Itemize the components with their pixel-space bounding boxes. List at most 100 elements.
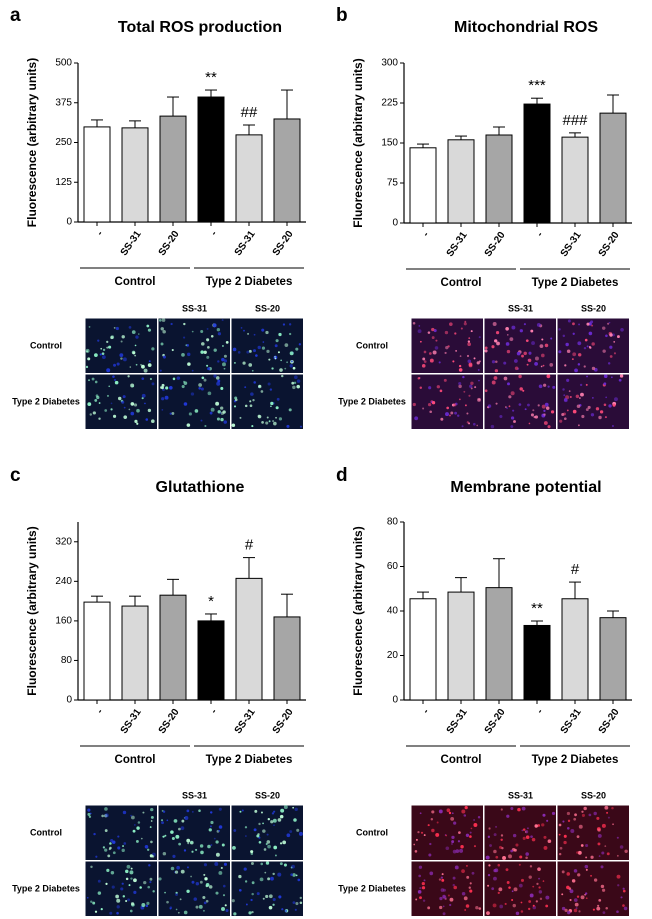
cell-dot bbox=[505, 342, 510, 346]
cell-dot bbox=[519, 387, 523, 391]
cell-dot bbox=[97, 891, 102, 895]
cell-dot bbox=[619, 845, 624, 849]
cell-dot bbox=[198, 387, 201, 390]
cell-dot bbox=[524, 831, 527, 833]
y-tick-label: 80 bbox=[387, 517, 399, 528]
cell-dot bbox=[132, 351, 136, 355]
cell-dot bbox=[611, 333, 615, 337]
cell-dot bbox=[149, 881, 152, 884]
cell-dot bbox=[468, 394, 471, 397]
cell-dot bbox=[597, 828, 601, 832]
cell-dot bbox=[199, 880, 203, 884]
cell-dot bbox=[291, 381, 295, 385]
cell-dot bbox=[510, 391, 515, 396]
cell-dot bbox=[132, 829, 136, 833]
cell-dot bbox=[539, 344, 544, 348]
cell-dot bbox=[588, 331, 593, 336]
cell-dot bbox=[266, 349, 270, 353]
cell-dot bbox=[162, 355, 167, 359]
cell-dot bbox=[543, 845, 548, 850]
cell-dot bbox=[459, 848, 464, 853]
cell-dot bbox=[222, 894, 226, 897]
cell-dot bbox=[135, 335, 139, 339]
cell-dot bbox=[266, 416, 269, 419]
cell-dot bbox=[600, 884, 605, 889]
cell-dot bbox=[148, 360, 151, 363]
cell-dot bbox=[274, 355, 277, 358]
cell-dot bbox=[169, 906, 173, 910]
cell-dot bbox=[115, 326, 119, 331]
cell-dot bbox=[87, 812, 91, 816]
cell-dot bbox=[295, 901, 299, 906]
cell-dot bbox=[544, 343, 549, 348]
cell-dot bbox=[224, 904, 227, 907]
cell-dot bbox=[215, 840, 219, 844]
cell-dot bbox=[149, 877, 153, 881]
cell-dot bbox=[503, 361, 507, 365]
cell-dot bbox=[423, 360, 427, 363]
cell-dot bbox=[568, 390, 571, 393]
cell-dot bbox=[544, 402, 549, 407]
cell-dot bbox=[540, 353, 545, 358]
cell-dot bbox=[238, 874, 242, 879]
cell-dot bbox=[113, 326, 116, 329]
cell-dot bbox=[213, 837, 216, 840]
cell-dot bbox=[469, 384, 473, 389]
cell-dot bbox=[445, 846, 450, 851]
cell-dot bbox=[586, 322, 590, 326]
cell-dot bbox=[239, 810, 242, 813]
cell-dot bbox=[577, 850, 582, 855]
cell-dot bbox=[467, 359, 472, 364]
cell-dot bbox=[253, 349, 256, 353]
cell-dot bbox=[458, 368, 463, 372]
micrograph bbox=[484, 318, 556, 373]
cell-dot bbox=[123, 406, 126, 409]
cell-dot bbox=[473, 819, 475, 821]
cell-dot bbox=[431, 327, 435, 332]
cell-dot bbox=[294, 807, 298, 812]
cell-dot bbox=[88, 815, 92, 818]
cell-dot bbox=[440, 876, 443, 879]
cell-dot bbox=[143, 368, 148, 373]
cell-dot bbox=[158, 877, 162, 881]
cell-dot bbox=[494, 868, 499, 873]
cell-dot bbox=[207, 844, 211, 849]
cell-dot bbox=[269, 388, 273, 391]
cell-dot bbox=[417, 890, 422, 894]
cell-dot bbox=[161, 383, 165, 387]
cell-dot bbox=[532, 409, 535, 412]
cell-dot bbox=[203, 378, 207, 382]
chart-title: Membrane potential bbox=[450, 479, 601, 496]
cell-dot bbox=[262, 822, 264, 825]
cell-dot bbox=[174, 870, 179, 874]
cell-dot bbox=[221, 906, 225, 911]
cell-dot bbox=[210, 844, 213, 847]
cell-dot bbox=[273, 845, 278, 850]
cell-dot bbox=[125, 877, 129, 881]
cell-dot bbox=[593, 811, 597, 816]
cell-dot bbox=[146, 324, 150, 328]
cell-dot bbox=[518, 403, 522, 406]
bar bbox=[121, 127, 149, 223]
cell-dot bbox=[576, 851, 579, 854]
cell-dot bbox=[151, 419, 155, 423]
cell-dot bbox=[109, 842, 112, 845]
cell-dot bbox=[534, 356, 539, 361]
cell-dot bbox=[596, 906, 601, 911]
group-label: Type 2 Diabetes bbox=[532, 754, 619, 766]
cell-dot bbox=[265, 861, 270, 865]
cell-dot bbox=[216, 417, 220, 421]
image-column-label: SS-31 bbox=[182, 303, 207, 313]
cell-dot bbox=[279, 842, 283, 845]
cell-dot bbox=[572, 409, 577, 414]
cell-dot bbox=[585, 408, 589, 411]
cell-dot bbox=[427, 331, 431, 334]
cell-dot bbox=[414, 416, 419, 421]
cell-dot bbox=[116, 905, 120, 909]
cell-dot bbox=[467, 342, 471, 347]
cell-dot bbox=[268, 894, 273, 899]
cell-dot bbox=[110, 335, 114, 340]
cell-dot bbox=[528, 875, 532, 879]
cell-dot bbox=[466, 865, 468, 867]
